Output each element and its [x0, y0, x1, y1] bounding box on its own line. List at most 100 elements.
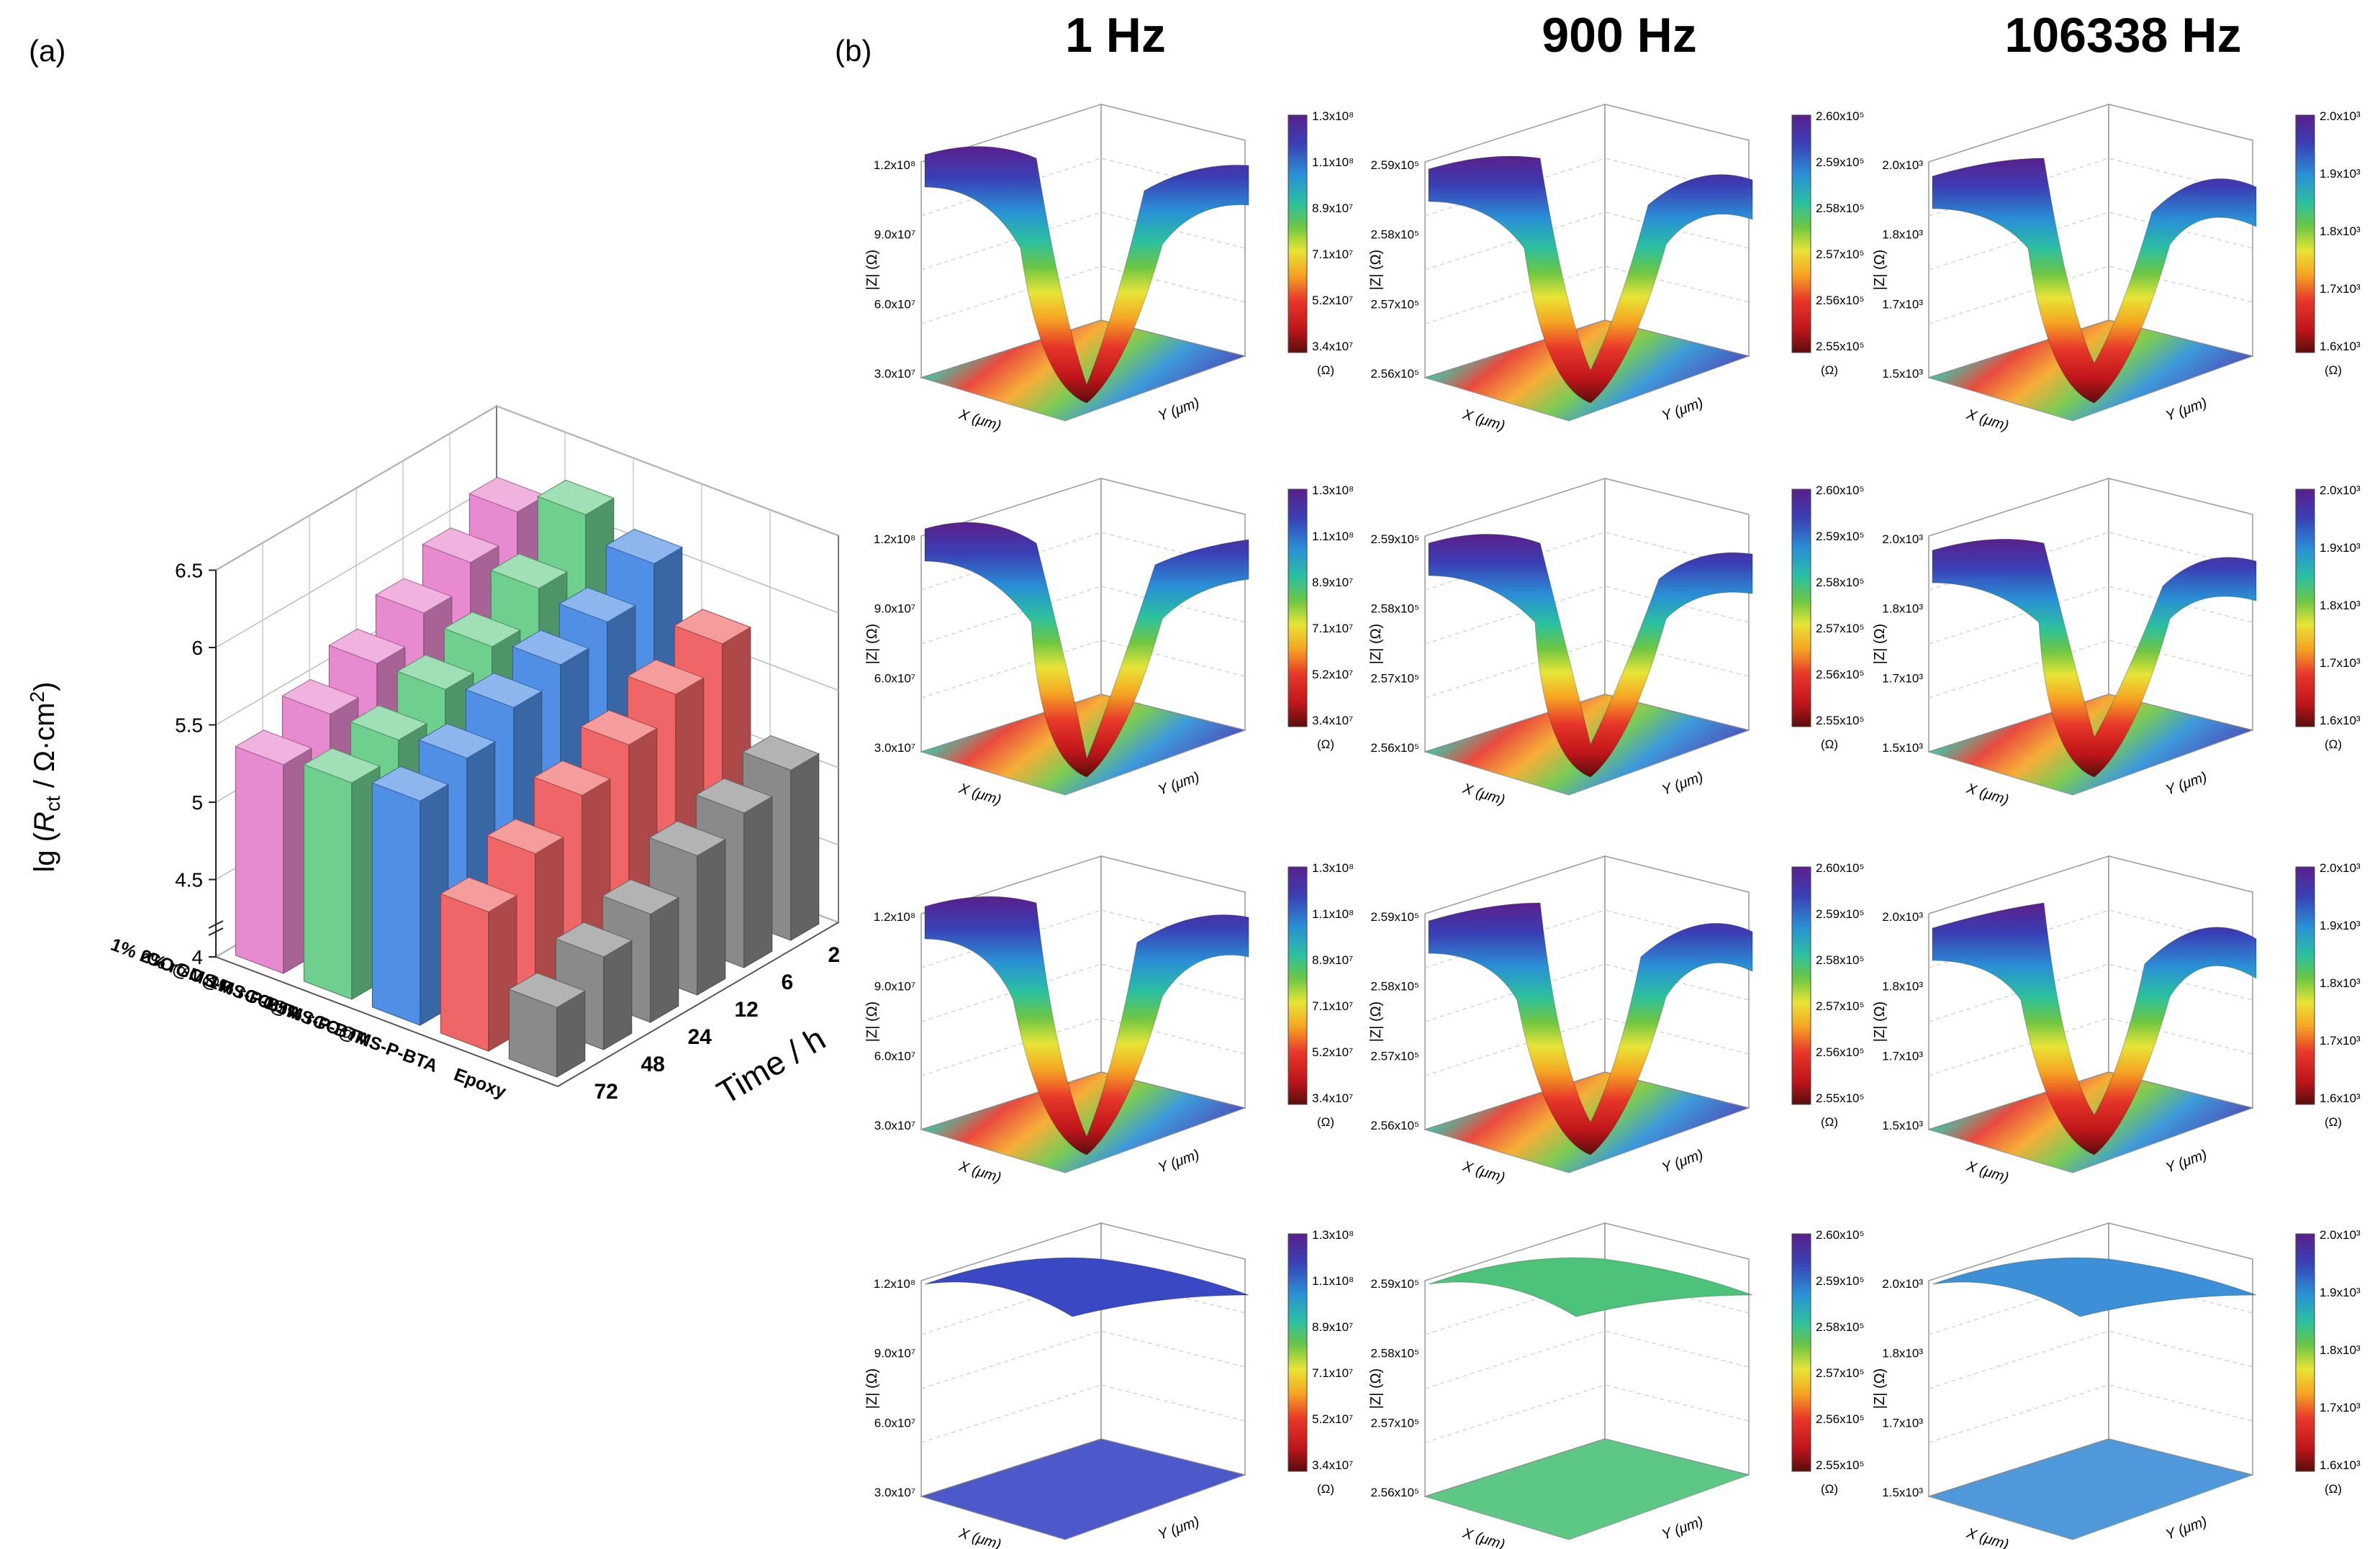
- colorbar: [2295, 866, 2315, 1105]
- y-axis-title: Y (μm): [1156, 1147, 1201, 1176]
- bar-face: [490, 553, 568, 589]
- colorbar-tick-label: 2.58x10⁵: [1816, 576, 1865, 589]
- z-tick-label: 1.8x10³: [1882, 602, 1923, 616]
- colorbar-tick-label: 2.58x10⁵: [1816, 953, 1865, 967]
- z-tick-label: 2.59x10⁵: [1370, 532, 1419, 546]
- floor-map: [1424, 1438, 1750, 1540]
- colorbar-tick-label: 3.4x10⁷: [1312, 1458, 1353, 1472]
- x-axis-title: X (μm): [1460, 781, 1507, 809]
- colorbar-unit: (Ω): [1317, 1482, 1334, 1496]
- z-tick-label: 1.5x10³: [1882, 367, 1923, 381]
- y-title-part: ): [29, 681, 60, 691]
- colorbar-unit: (Ω): [1317, 737, 1334, 751]
- bar-face: [443, 612, 521, 648]
- z-tick-label: 6.0x10⁷: [874, 671, 915, 685]
- bar: [303, 748, 381, 1000]
- colorbar-unit: (Ω): [1821, 737, 1838, 751]
- z-tick-label: 1.7x10³: [1882, 1049, 1923, 1063]
- floor-map: [1927, 1438, 2254, 1540]
- colorbar-tick-label: 1.7x10³: [2320, 1401, 2361, 1414]
- z-tick-label: 1.7x10³: [1882, 297, 1923, 311]
- bar-face: [281, 678, 359, 715]
- z-tick-label: 1.5x10³: [1882, 741, 1923, 755]
- bar: [371, 766, 449, 1026]
- colorbar-tick-label: 1.9x10³: [2320, 167, 2361, 181]
- colorbar-tick-label: 1.6x10³: [2320, 714, 2361, 727]
- colorbar-tick-label: 1.8x10³: [2320, 1343, 2361, 1357]
- surface: [1932, 1257, 2257, 1317]
- bar-face: [742, 735, 820, 771]
- y-axis-title: Y (μm): [1156, 1514, 1201, 1543]
- surface: [924, 146, 1249, 404]
- bar-face: [235, 745, 284, 974]
- z-tick-label: 2.59x10⁵: [1370, 910, 1419, 924]
- y-tick-label: 5.5: [175, 714, 203, 737]
- z-tick-label: 2.57x10⁵: [1370, 297, 1419, 311]
- surface: [1932, 902, 2257, 1155]
- bar-face: [328, 628, 406, 664]
- y-axis-title: Y (μm): [1660, 395, 1705, 424]
- bar-face: [558, 586, 636, 623]
- colorbar-tick-label: 1.1x10⁸: [1312, 1274, 1354, 1288]
- colorbar-tick-label: 1.7x10³: [2320, 282, 2361, 296]
- bar-face: [627, 659, 705, 695]
- y-axis-title: Y (μm): [2163, 769, 2209, 799]
- wall-line: [1928, 1384, 2253, 1443]
- colorbar-tick-label: 3.4x10⁷: [1312, 714, 1353, 727]
- colorbar-tick-label: 1.9x10³: [2320, 919, 2361, 932]
- surface-plot: 2.0x10³ 1.8x10³ 1.7x10³ 1.5x10³ |Z| (Ω) X (μm…: [1872, 1222, 2361, 1549]
- y-tick-label: 6: [191, 637, 203, 659]
- x-tick-label: 72: [594, 1080, 618, 1104]
- wall-line: [1928, 212, 2253, 271]
- colorbar-tick-label: 2.0x10³: [2320, 483, 2361, 497]
- x-axis-title: X (μm): [1460, 1525, 1507, 1549]
- z-tick-label: 1.5x10³: [1882, 1119, 1923, 1132]
- bar-face: [371, 782, 421, 1026]
- colorbar-tick-label: 8.9x10⁷: [1312, 576, 1353, 589]
- y-axis-title: Y (μm): [1660, 1147, 1705, 1176]
- wall-line: [1928, 640, 2253, 699]
- surface-plot: 1.2x10⁸ 9.0x10⁷ 6.0x10⁷ 3.0x10⁷ |Z| (Ω) X (μm…: [864, 477, 1354, 809]
- y-tick-label: 6.5: [175, 560, 203, 582]
- colorbar-tick-label: 2.58x10⁵: [1816, 1320, 1865, 1334]
- colorbar: [1288, 114, 1308, 353]
- wall-line: [920, 1017, 1246, 1076]
- bar-face: [418, 723, 496, 759]
- column-title: 1 Hz: [1065, 8, 1166, 63]
- colorbar-unit: (Ω): [1821, 1115, 1838, 1129]
- wall-line: [1928, 532, 2253, 591]
- category-label: Epoxy: [451, 1064, 509, 1102]
- wall-line: [920, 212, 1246, 271]
- bar-face: [487, 818, 564, 855]
- surface: [1428, 155, 1753, 404]
- colorbar-tick-label: 1.8x10³: [2320, 599, 2361, 612]
- bar-face: [397, 654, 474, 690]
- z-tick-label: 2.58x10⁵: [1370, 228, 1419, 242]
- wall-line: [1928, 265, 2253, 324]
- surface: [1428, 534, 1753, 778]
- surface-plot: 2.0x10³ 1.8x10³ 1.7x10³ 1.5x10³ |Z| (Ω) X (μm…: [1872, 477, 2361, 809]
- x-tick-label: 12: [735, 998, 759, 1022]
- colorbar-tick-label: 3.4x10⁷: [1312, 340, 1353, 353]
- colorbar-tick-label: 2.56x10⁵: [1816, 1412, 1865, 1426]
- colorbar-tick-label: 2.60x10⁵: [1816, 861, 1865, 875]
- bar-face: [371, 766, 449, 801]
- colorbar-tick-label: 2.55x10⁵: [1816, 340, 1865, 353]
- bar-face: [440, 876, 517, 913]
- z-tick-label: 3.0x10⁷: [874, 1486, 915, 1499]
- wall-line: [1424, 1276, 1750, 1335]
- bar-face: [512, 630, 589, 666]
- wall-line: [920, 963, 1246, 1022]
- colorbar-tick-label: 1.7x10³: [2320, 656, 2361, 670]
- wall-line: [1424, 265, 1750, 324]
- colorbar-unit: (Ω): [2325, 1482, 2342, 1496]
- y-title-part: / Ω·cm: [29, 702, 60, 796]
- bar-face: [580, 709, 658, 745]
- wall-line: [920, 586, 1246, 645]
- bar-face: [465, 672, 543, 709]
- y-title-part: R: [29, 812, 60, 832]
- surface: [1932, 158, 2257, 404]
- colorbar: [2295, 114, 2315, 353]
- y-axis-title: Y (μm): [1156, 395, 1201, 424]
- surface-plot: 2.59x10⁵ 2.58x10⁵ 2.57x10⁵ 2.56x10⁵ |Z| (Ω) X…: [1368, 103, 1865, 435]
